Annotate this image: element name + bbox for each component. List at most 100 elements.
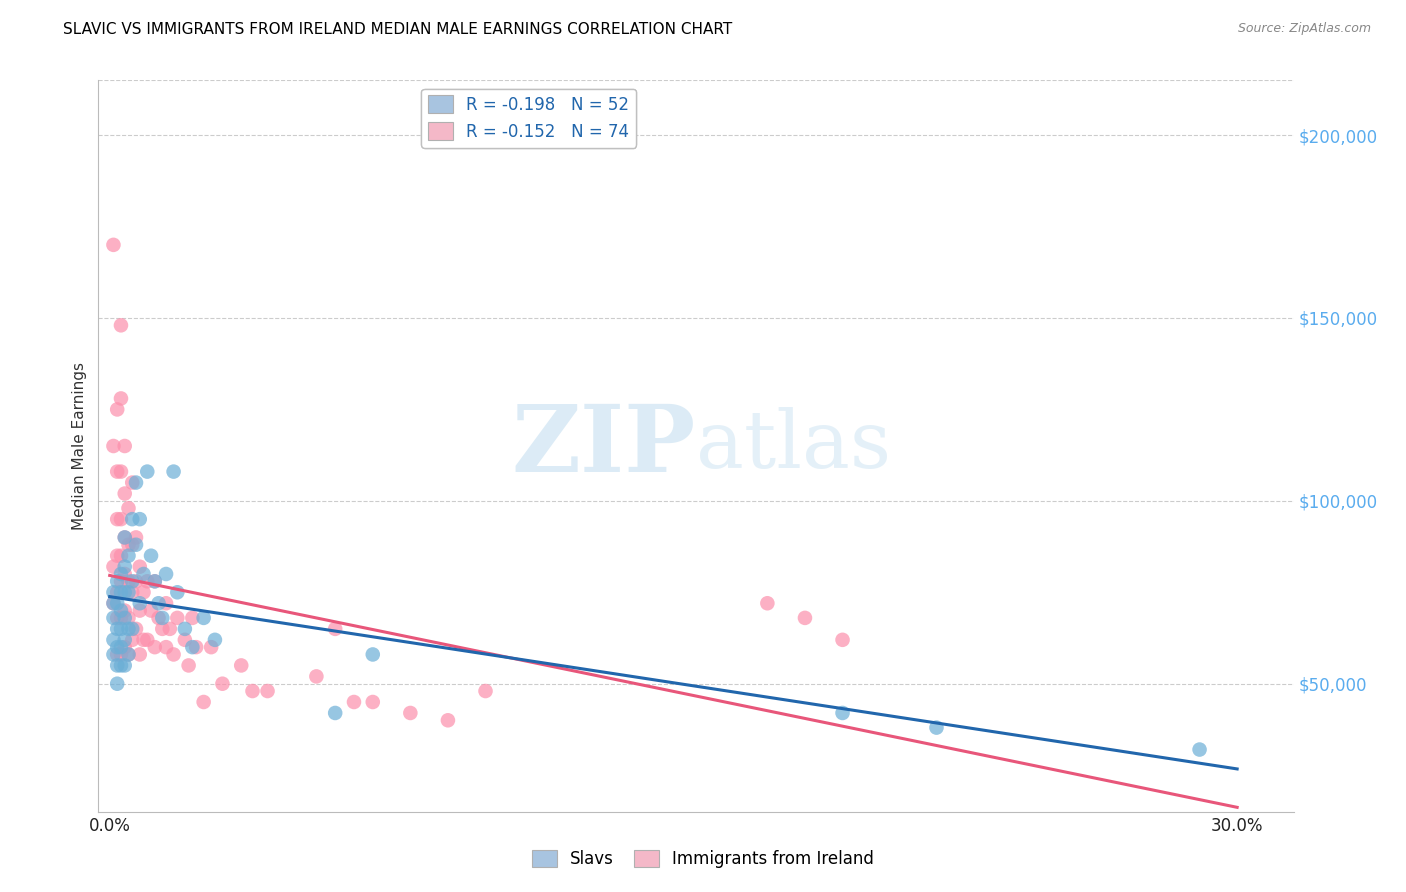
Point [114,611,136,625]
Point [110,549,132,563]
Point [150,611,173,625]
Point [103,596,125,610]
Point [128,559,150,574]
Point [114,567,136,582]
Point [117,622,139,636]
Point [121,475,143,490]
Point [105,658,128,673]
Point [110,648,132,662]
Point [105,640,128,655]
Point [193,611,215,625]
Point [159,622,181,636]
Point [361,648,384,662]
Point [136,574,159,589]
Point [128,648,150,662]
Point [110,640,132,655]
Point [139,603,162,617]
Point [117,501,139,516]
Point [437,714,460,728]
Point [114,603,136,617]
Point [105,465,128,479]
Point [105,585,128,599]
Point [200,640,222,655]
Point [114,530,136,544]
Text: SLAVIC VS IMMIGRANTS FROM IRELAND MEDIAN MALE EARNINGS CORRELATION CHART: SLAVIC VS IMMIGRANTS FROM IRELAND MEDIAN… [63,22,733,37]
Point [166,585,188,599]
Legend: Slavs, Immigrants from Ireland: Slavs, Immigrants from Ireland [524,843,882,875]
Point [121,622,143,636]
Point [121,512,143,526]
Point [399,706,422,720]
Point [121,632,143,647]
Point [125,622,148,636]
Point [132,632,155,647]
Point [110,585,132,599]
Point [110,567,132,582]
Point [204,632,226,647]
Point [193,695,215,709]
Point [136,632,159,647]
Point [173,632,195,647]
Point [105,611,128,625]
Point [110,318,132,333]
Point [756,596,779,610]
Point [148,611,170,625]
Legend: R = -0.198   N = 52, R = -0.152   N = 74: R = -0.198 N = 52, R = -0.152 N = 74 [422,88,636,147]
Point [103,585,125,599]
Point [125,530,148,544]
Point [128,603,150,617]
Point [114,585,136,599]
Point [105,402,128,417]
Point [121,574,143,589]
Point [148,596,170,610]
Point [128,512,150,526]
Point [242,684,264,698]
Point [181,611,204,625]
Point [125,574,148,589]
Point [103,632,125,647]
Point [474,684,496,698]
Point [323,622,346,636]
Point [114,559,136,574]
Point [132,585,155,599]
Point [256,684,278,698]
Point [166,611,188,625]
Point [155,640,177,655]
Point [173,622,195,636]
Point [103,648,125,662]
Point [121,538,143,552]
Point [114,530,136,544]
Point [181,640,204,655]
Point [143,574,166,589]
Point [155,596,177,610]
Point [114,640,136,655]
Point [117,648,139,662]
Text: Source: ZipAtlas.com: Source: ZipAtlas.com [1237,22,1371,36]
Point [103,439,125,453]
Point [110,392,132,406]
Text: atlas: atlas [696,407,891,485]
Y-axis label: Median Male Earnings: Median Male Earnings [72,362,87,530]
Point [105,676,128,690]
Point [105,549,128,563]
Point [155,567,177,582]
Point [132,567,155,582]
Point [105,596,128,610]
Point [114,439,136,453]
Point [323,706,346,720]
Point [103,596,125,610]
Point [794,611,817,625]
Point [114,632,136,647]
Point [110,658,132,673]
Point [110,465,132,479]
Point [139,549,162,563]
Point [117,549,139,563]
Point [305,669,328,683]
Point [110,574,132,589]
Point [114,486,136,500]
Point [211,676,233,690]
Point [103,559,125,574]
Point [177,658,200,673]
Point [110,512,132,526]
Point [128,596,150,610]
